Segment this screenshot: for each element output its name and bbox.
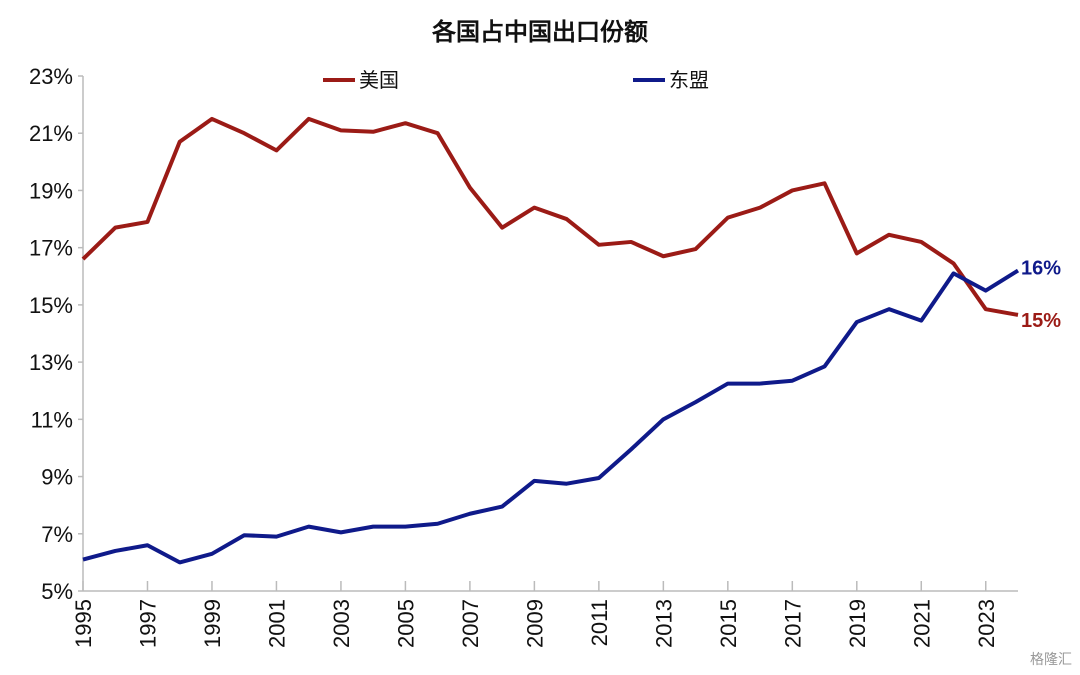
x-tick-label: 2003 <box>329 599 354 648</box>
y-tick-label: 5% <box>41 579 73 604</box>
y-tick-label: 7% <box>41 522 73 547</box>
x-tick-label: 1999 <box>200 599 225 648</box>
legend-label: 东盟 <box>669 68 709 92</box>
x-tick-label: 2023 <box>974 599 999 648</box>
series-line-0 <box>81 116 1019 317</box>
series-line-1 <box>82 268 1020 565</box>
x-tick-label: 2005 <box>393 599 418 648</box>
x-tick-label: 2009 <box>522 599 547 648</box>
y-tick-label: 11% <box>31 407 73 432</box>
y-tick-label: 19% <box>29 178 73 203</box>
y-tick-label: 21% <box>29 121 73 146</box>
chart-title: 各国占中国出口份额 <box>432 18 648 46</box>
x-tick-label: 2019 <box>845 599 870 648</box>
y-tick-label: 23% <box>29 64 73 89</box>
x-tick-label: 1995 <box>71 599 96 648</box>
y-tick-label: 9% <box>41 465 73 490</box>
legend-label: 美国 <box>359 68 399 92</box>
end-label: 15% <box>1021 310 1061 332</box>
x-tick-label: 1997 <box>135 599 160 648</box>
end-label: 16% <box>1021 258 1061 280</box>
x-tick-label: 2015 <box>716 599 741 648</box>
x-tick-label: 2021 <box>909 599 934 648</box>
y-tick-label: 13% <box>29 350 73 375</box>
x-tick-label: 2013 <box>651 599 676 648</box>
y-tick-label: 15% <box>29 293 73 318</box>
x-tick-label: 2007 <box>458 599 483 648</box>
x-tick-label: 2001 <box>264 599 289 648</box>
watermark-logo: 格隆汇 <box>1030 652 1072 668</box>
x-tick-label: 2017 <box>780 599 805 648</box>
y-tick-label: 17% <box>29 236 73 261</box>
x-tick-label: 2011 <box>587 599 612 646</box>
